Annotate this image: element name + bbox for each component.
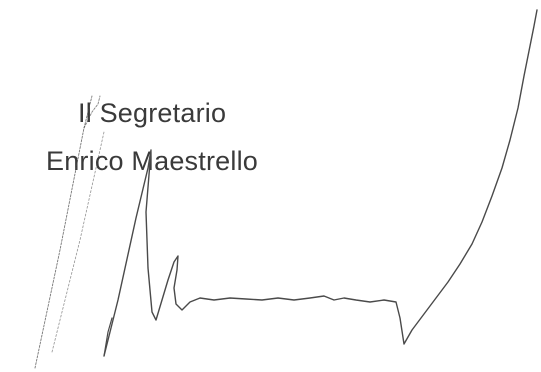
signature-stroke-main bbox=[103, 9, 538, 357]
signatory-role: Il Segretario bbox=[78, 98, 227, 128]
signature-stroke-hook bbox=[103, 317, 113, 357]
signatory-name: Enrico Maestrello bbox=[46, 146, 258, 176]
signature-stroke-left bbox=[34, 95, 93, 369]
